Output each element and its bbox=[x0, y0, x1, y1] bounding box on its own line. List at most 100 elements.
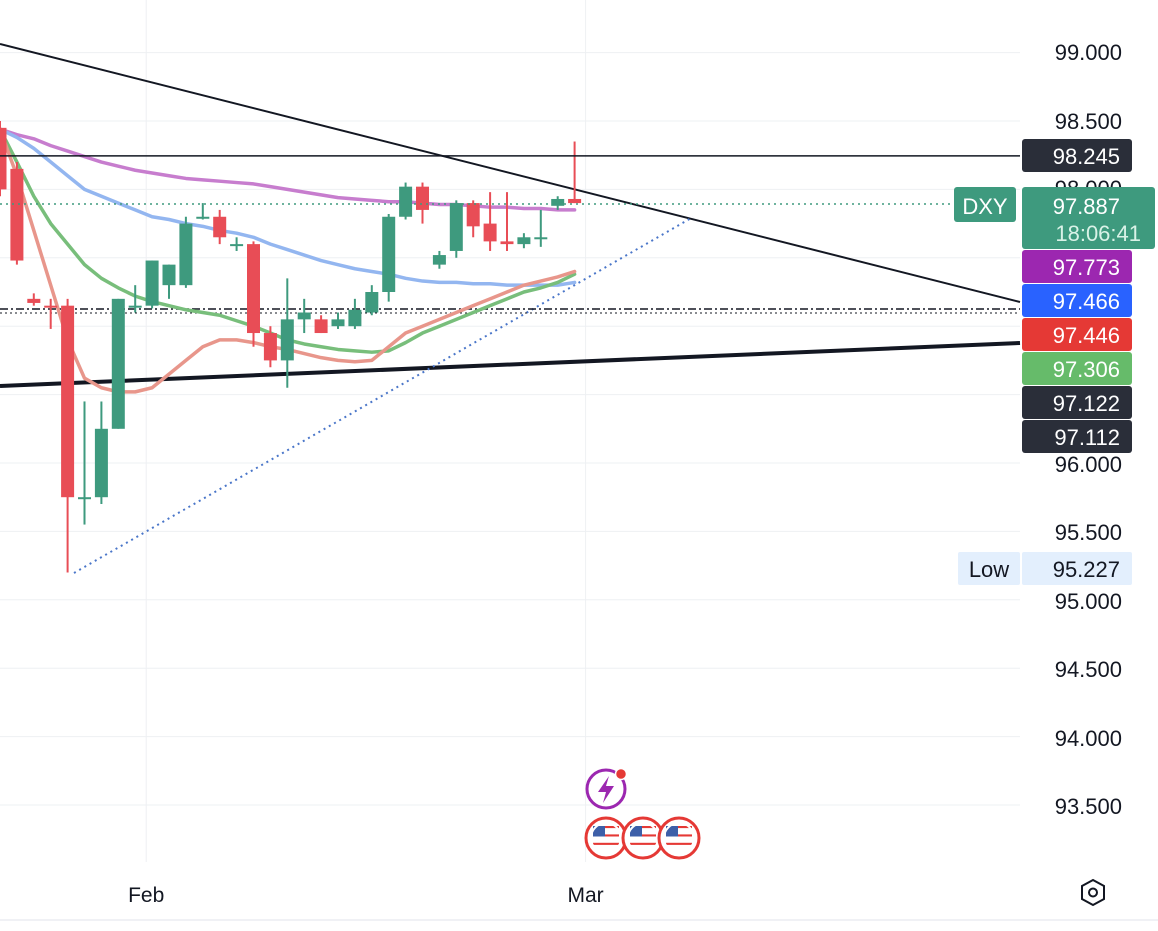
candle bbox=[162, 264, 176, 299]
last-price-badge bbox=[1022, 187, 1155, 249]
candle-body bbox=[297, 312, 311, 320]
candle bbox=[44, 298, 58, 329]
price-tag-97446: 97.446 bbox=[1022, 318, 1132, 351]
low-value: 95.227 bbox=[1053, 557, 1120, 582]
bar-countdown: 18:06:41 bbox=[1055, 221, 1141, 246]
candle-body bbox=[500, 241, 514, 245]
moving-average-line bbox=[0, 127, 577, 287]
symbol-label: DXY bbox=[962, 194, 1008, 219]
low-label: Low bbox=[969, 557, 1009, 582]
time-label-mar: Mar bbox=[568, 884, 604, 907]
candle bbox=[449, 200, 463, 258]
candle bbox=[280, 278, 294, 388]
notification-dot-icon bbox=[614, 767, 628, 781]
candle-body bbox=[44, 305, 58, 308]
candle bbox=[128, 285, 142, 313]
candle-body bbox=[331, 319, 345, 327]
candle bbox=[78, 401, 91, 525]
candle bbox=[111, 298, 125, 429]
candle-body bbox=[365, 292, 379, 313]
candle bbox=[399, 182, 413, 220]
candle-body bbox=[432, 255, 446, 265]
y-tick-label: 93.500 bbox=[1055, 794, 1122, 819]
candle bbox=[466, 200, 480, 238]
last-price-tag[interactable]: DXY 97.887 18:06:41 bbox=[954, 187, 1155, 249]
candle-body bbox=[399, 186, 413, 217]
candle bbox=[94, 401, 108, 505]
y-tick-label: 94.500 bbox=[1055, 657, 1122, 682]
candle bbox=[432, 250, 446, 269]
candle-body bbox=[416, 186, 429, 210]
price-tag-98245: 98.245 bbox=[1022, 139, 1132, 172]
candle bbox=[10, 162, 24, 265]
candle bbox=[179, 216, 193, 288]
candle-body bbox=[534, 237, 548, 240]
candle bbox=[382, 214, 396, 302]
candle-body bbox=[0, 127, 7, 190]
candle bbox=[145, 260, 159, 309]
candle-body bbox=[551, 198, 565, 206]
candle-body bbox=[449, 203, 463, 251]
candle bbox=[314, 315, 328, 334]
price-tag-97122: 97.122 bbox=[1022, 386, 1132, 419]
lightning-event-icon[interactable] bbox=[585, 767, 628, 810]
svg-text:97.446: 97.446 bbox=[1053, 323, 1120, 348]
last-price-value: 97.887 bbox=[1053, 194, 1120, 219]
candle bbox=[213, 209, 227, 245]
y-tick-label: 94.000 bbox=[1055, 726, 1122, 751]
us-flag-icon[interactable] bbox=[657, 816, 701, 860]
y-tick-label: 95.000 bbox=[1055, 589, 1122, 614]
candle-body bbox=[213, 216, 227, 238]
candle-body bbox=[263, 333, 277, 361]
descending-trendline bbox=[0, 43, 1021, 303]
chart-settings-icon[interactable] bbox=[1081, 878, 1105, 907]
candle-body bbox=[61, 305, 75, 498]
candle-body bbox=[382, 216, 396, 292]
candle-body bbox=[145, 260, 159, 306]
candle-body bbox=[348, 309, 362, 327]
candle bbox=[263, 326, 277, 368]
svg-text:97.122: 97.122 bbox=[1053, 391, 1120, 416]
us-flag-icon[interactable] bbox=[584, 816, 628, 860]
time-label-feb: Feb bbox=[128, 884, 164, 907]
candle bbox=[230, 237, 244, 251]
candle bbox=[500, 192, 514, 251]
candle-body bbox=[10, 168, 24, 261]
candle bbox=[196, 203, 210, 220]
svg-text:97.306: 97.306 bbox=[1053, 357, 1120, 382]
us-flag-icon[interactable] bbox=[621, 816, 665, 860]
candle bbox=[568, 141, 582, 204]
candle-body bbox=[128, 305, 142, 308]
candle bbox=[0, 121, 7, 197]
candle-body bbox=[27, 298, 41, 303]
candle bbox=[551, 196, 565, 210]
y-tick-label: 96.000 bbox=[1055, 452, 1122, 477]
candle-body bbox=[94, 428, 108, 498]
low-marker: Low 95.227 bbox=[958, 552, 1132, 585]
svg-text:98.245: 98.245 bbox=[1053, 144, 1120, 169]
symbol-badge bbox=[954, 187, 1016, 222]
price-tag-97306: 97.306 bbox=[1022, 352, 1132, 385]
svg-text:97.773: 97.773 bbox=[1053, 255, 1120, 280]
candle-body bbox=[230, 244, 244, 247]
ascending-trendline bbox=[0, 341, 1021, 388]
candle-body bbox=[483, 223, 497, 242]
candle-body bbox=[111, 298, 125, 429]
candle bbox=[365, 285, 379, 316]
y-tick-label: 99.000 bbox=[1055, 40, 1122, 65]
candle-body bbox=[196, 216, 210, 219]
candle bbox=[483, 192, 497, 251]
candle bbox=[61, 298, 75, 573]
y-tick-label: 98.500 bbox=[1055, 109, 1122, 134]
candle-body bbox=[466, 203, 480, 227]
dotted-support-trendline bbox=[73, 216, 694, 574]
candle bbox=[27, 293, 41, 306]
candle-body bbox=[78, 497, 91, 500]
candle-body bbox=[247, 244, 260, 334]
candle-body bbox=[314, 319, 328, 334]
low-badge bbox=[958, 552, 1020, 585]
low-value-badge bbox=[1022, 552, 1132, 585]
candle-body bbox=[517, 237, 531, 245]
